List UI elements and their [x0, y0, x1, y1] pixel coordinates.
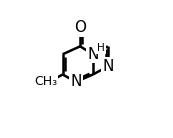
Text: N: N: [87, 47, 99, 62]
Text: O: O: [74, 20, 86, 35]
Text: N: N: [70, 74, 82, 89]
Text: N: N: [102, 59, 113, 74]
Text: CH₃: CH₃: [35, 75, 58, 88]
Text: H: H: [97, 43, 105, 53]
